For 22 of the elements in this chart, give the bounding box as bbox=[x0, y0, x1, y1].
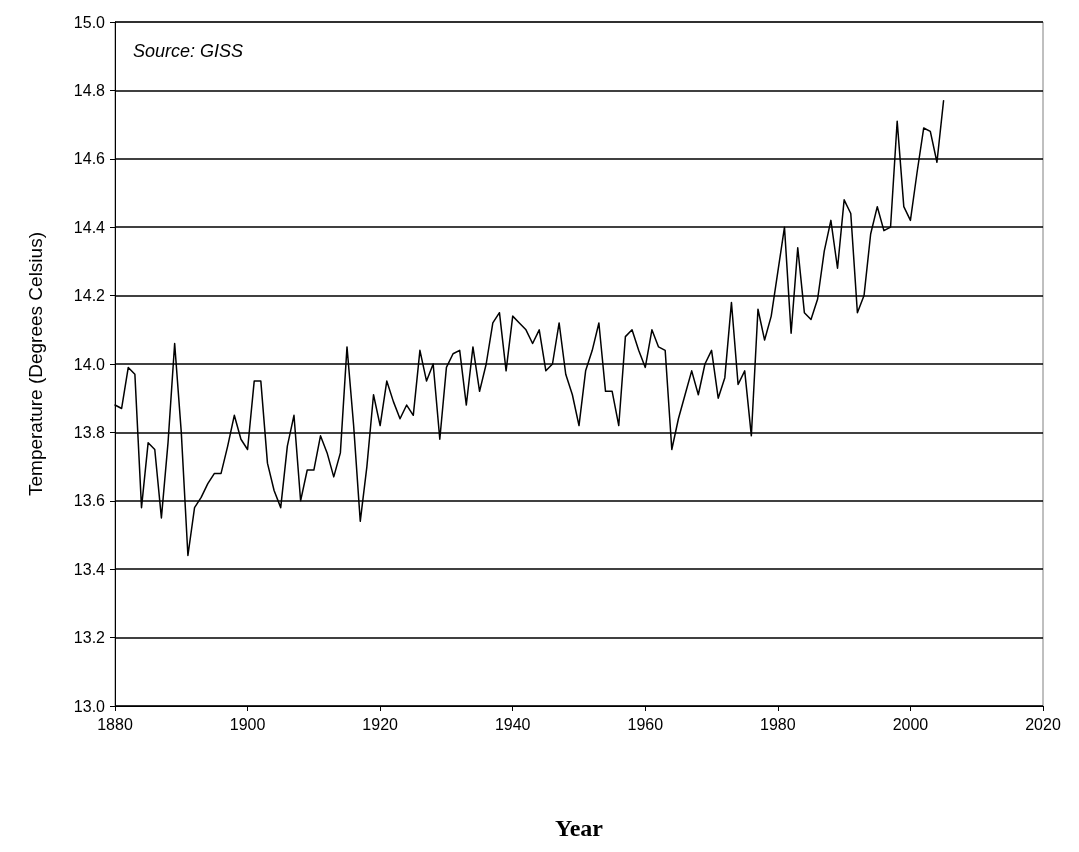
y-tick-label: 14.8 bbox=[73, 81, 106, 99]
x-tick-label: 1980 bbox=[760, 715, 796, 733]
y-tick-label: 14.6 bbox=[73, 150, 106, 168]
x-tick-label: 1900 bbox=[229, 715, 266, 733]
y-tick-label: 13.4 bbox=[73, 560, 106, 578]
x-tick-label: 1920 bbox=[362, 715, 399, 733]
annotation: Source: GISS bbox=[133, 41, 244, 61]
x-tick-label: 1960 bbox=[627, 715, 664, 733]
y-tick-label: 13.6 bbox=[73, 492, 106, 510]
y-tick-label: 15.0 bbox=[73, 13, 106, 31]
y-tick-label: 13.0 bbox=[73, 697, 106, 715]
y-tick-label: 13.8 bbox=[73, 423, 106, 441]
x-tick-label: 1940 bbox=[494, 715, 531, 733]
y-tick-label: 13.2 bbox=[73, 629, 106, 647]
x-tick-label: 2020 bbox=[1025, 715, 1061, 733]
x-tick-label: 2000 bbox=[892, 715, 929, 733]
y-axis-title: Temperature (Degrees Celsius) bbox=[25, 232, 46, 496]
y-tick-label: 14.0 bbox=[73, 355, 106, 373]
y-tick-label: 14.4 bbox=[73, 218, 106, 236]
x-axis-title: Year bbox=[555, 815, 604, 841]
y-tick-label: 14.2 bbox=[73, 287, 106, 305]
x-tick-label: 1880 bbox=[97, 715, 133, 733]
